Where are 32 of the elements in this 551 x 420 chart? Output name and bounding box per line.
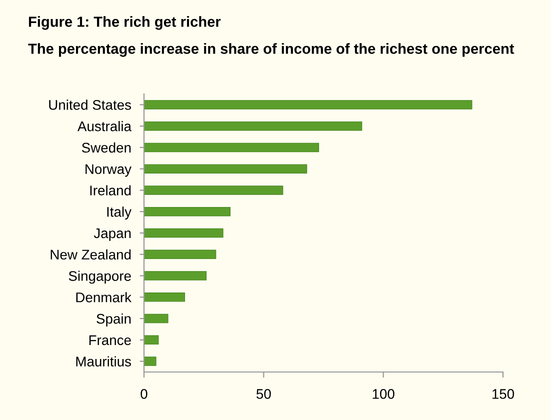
y-tick-label: Norway xyxy=(86,164,132,177)
bar xyxy=(144,186,284,195)
bar xyxy=(144,292,186,302)
x-tick-label: 50 xyxy=(256,389,271,399)
y-tick-label: Japan xyxy=(94,228,131,241)
x-tick-label: 150 xyxy=(492,389,514,399)
y-tick-label: Singapore xyxy=(68,270,131,284)
x-tick-label: 100 xyxy=(372,389,394,399)
bar xyxy=(144,356,156,366)
bar xyxy=(144,314,168,324)
y-tick-label: Italy xyxy=(107,206,132,220)
y-tick-label: France xyxy=(89,335,131,346)
bar xyxy=(144,142,320,152)
bar xyxy=(144,250,216,260)
chart-subtitle: The percentage increase in share of income of the richest one percent xyxy=(28,43,514,57)
y-tick-label: Denmark xyxy=(76,292,132,302)
y-tick-label: Mauritius xyxy=(76,356,131,366)
y-tick-label: Ireland xyxy=(90,185,131,196)
chart-title: Figure 1: The rich get richer xyxy=(28,16,221,30)
bar xyxy=(144,228,224,238)
y-tick-label: United States xyxy=(49,100,132,110)
bar xyxy=(144,335,159,345)
y-tick-label: Spain xyxy=(96,314,131,326)
bar xyxy=(144,271,207,280)
y-tick-label: Sweden xyxy=(82,142,131,153)
bar xyxy=(144,206,231,216)
bar xyxy=(144,164,308,174)
x-tick-label: 0 xyxy=(140,389,148,399)
bar xyxy=(144,100,472,110)
bar xyxy=(144,121,362,131)
y-tick-label: New Zealand xyxy=(50,249,131,260)
y-tick-label: Australia xyxy=(77,121,132,132)
